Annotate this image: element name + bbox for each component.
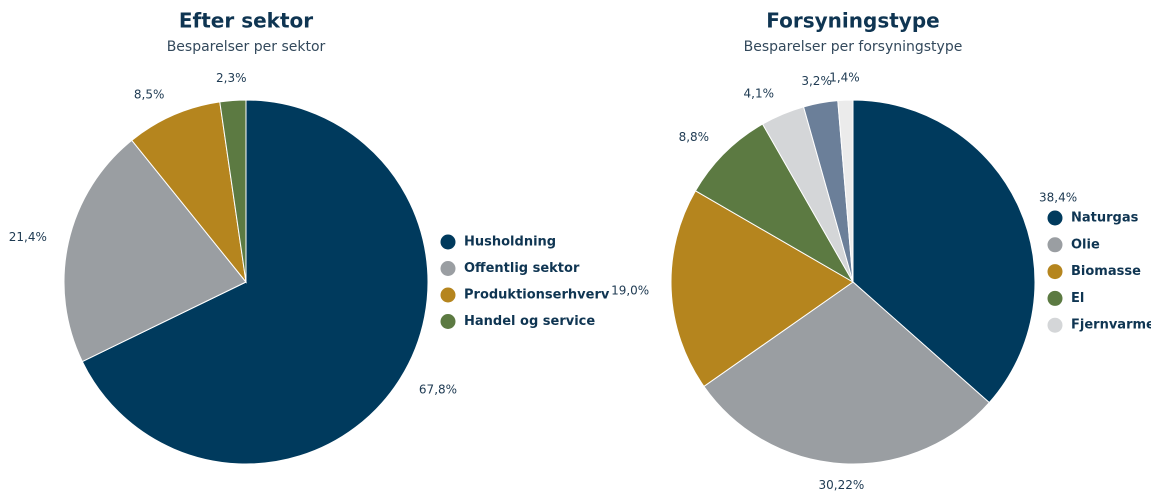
- value-label: 19,0%: [611, 283, 649, 297]
- legend-label: Biomasse: [1071, 264, 1141, 279]
- legend-label: Handel og service: [464, 314, 595, 329]
- legend-label: Naturgas: [1071, 211, 1139, 226]
- pie-slice: [219, 99, 247, 283]
- legend-label: Produktionserhverv: [464, 288, 610, 303]
- chart-title: Forsyningstype: [766, 9, 939, 33]
- value-label: 30,22%: [819, 478, 865, 492]
- legend-label: Offentlig sektor: [464, 261, 580, 276]
- pie-slice: [63, 139, 247, 363]
- chart-title: Efter sektor: [179, 9, 313, 33]
- legend-marker: [1047, 290, 1063, 306]
- legend-label: Husholdning: [464, 235, 556, 250]
- chart-subtitle: Besparelser per forsyningstype: [744, 39, 963, 55]
- value-label: 38,4%: [1039, 191, 1077, 205]
- pie-slice: [852, 99, 1036, 404]
- value-label: 4,1%: [744, 86, 775, 100]
- value-label: 3,2%: [801, 74, 832, 88]
- legend-label: El: [1071, 291, 1084, 306]
- value-label: 21,4%: [9, 230, 47, 244]
- legend-marker: [440, 314, 456, 329]
- legend-marker: [1047, 264, 1063, 280]
- legend-marker: [440, 261, 456, 276]
- legend-marker: [440, 234, 456, 250]
- pie-slice: [670, 190, 854, 388]
- pie-slice: [703, 281, 991, 465]
- pie-slice: [837, 99, 854, 283]
- pie-slice: [694, 123, 855, 284]
- value-label: 2,3%: [216, 71, 247, 85]
- legend-label: Fjernvarme: [1071, 318, 1151, 333]
- value-label: 1,4%: [829, 71, 860, 85]
- legend-label: Olie: [1071, 237, 1100, 252]
- legend-marker: [440, 287, 456, 303]
- value-label: 67,8%: [419, 383, 457, 397]
- legend-marker: [1047, 210, 1063, 226]
- value-label: 8,8%: [679, 130, 710, 144]
- legend-marker: [1047, 237, 1063, 253]
- value-label: 8,5%: [134, 88, 165, 102]
- chart-subtitle: Besparelser per sektor: [167, 39, 326, 55]
- pie-slice: [81, 99, 429, 465]
- legend-marker: [1047, 317, 1063, 333]
- pie-slice: [131, 101, 247, 284]
